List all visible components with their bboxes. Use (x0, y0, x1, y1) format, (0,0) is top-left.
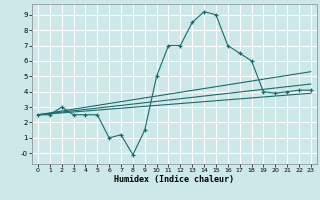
X-axis label: Humidex (Indice chaleur): Humidex (Indice chaleur) (115, 175, 234, 184)
